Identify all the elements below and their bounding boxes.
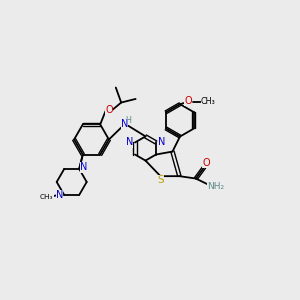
Text: N: N <box>80 163 87 172</box>
Text: S: S <box>157 175 164 185</box>
Text: N: N <box>121 119 128 129</box>
Text: CH₃: CH₃ <box>201 97 215 106</box>
Text: H: H <box>125 116 131 125</box>
Text: O: O <box>105 105 113 115</box>
Text: N: N <box>126 137 133 148</box>
Text: N: N <box>158 137 165 148</box>
Text: N: N <box>56 190 63 200</box>
Text: O: O <box>184 95 192 106</box>
Text: NH₂: NH₂ <box>207 182 224 190</box>
Text: CH₃: CH₃ <box>40 194 53 200</box>
Text: O: O <box>202 158 210 168</box>
